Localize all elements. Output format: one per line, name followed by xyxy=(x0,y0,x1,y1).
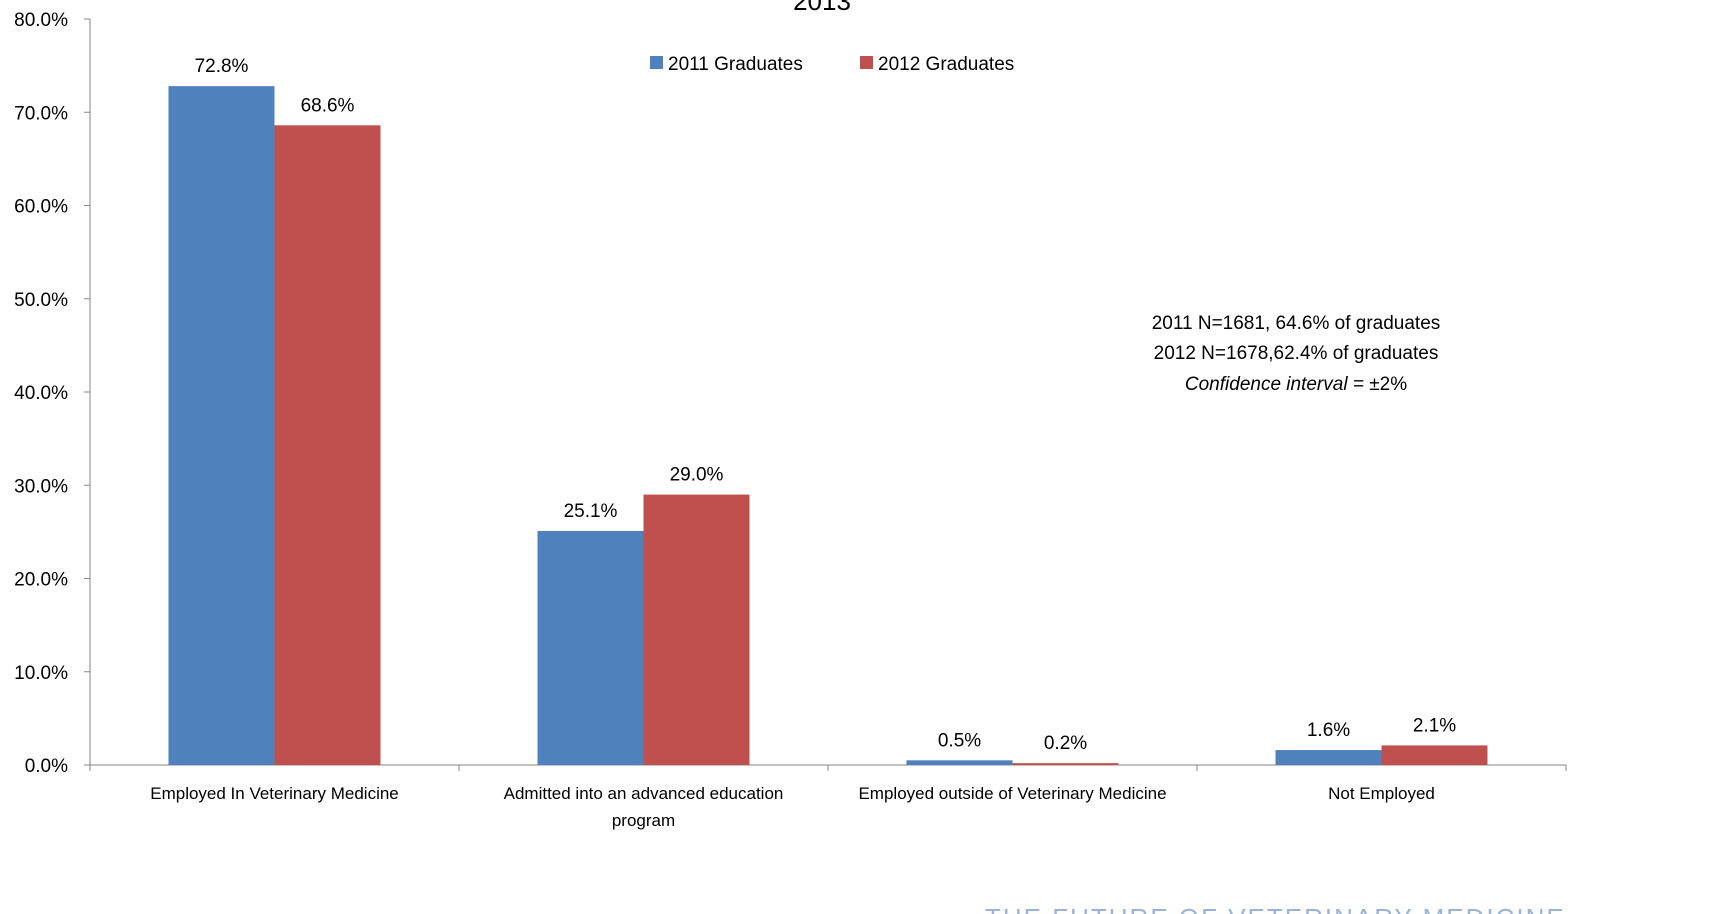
confidence-interval-value: ±2% xyxy=(1369,374,1407,395)
x-tick-label: Employed outside of Veterinary Medicine xyxy=(858,784,1166,803)
y-tick-label: 40.0% xyxy=(14,383,68,404)
confidence-interval-label: Confidence interval = xyxy=(1185,374,1369,395)
bar-2011-2 xyxy=(906,760,1013,765)
y-tick-label: 70.0% xyxy=(14,103,68,124)
x-tick-label-continuation: program xyxy=(612,811,675,830)
bars xyxy=(168,86,1488,766)
legend: 2011 Graduates 2012 Graduates xyxy=(650,54,1014,75)
data-label: 25.1% xyxy=(564,501,618,522)
data-label: 29.0% xyxy=(670,465,724,486)
legend-swatch-2011 xyxy=(650,56,663,69)
y-tick-label: 0.0% xyxy=(25,756,68,777)
legend-label-2012: 2012 Graduates xyxy=(878,54,1014,75)
y-tick-label: 50.0% xyxy=(14,290,68,311)
y-axis-ticks: 0.0% 10.0% 20.0% 30.0% 40.0% 50.0% 60.0% 70.0% 8… xyxy=(14,10,90,777)
y-tick-label: 30.0% xyxy=(14,476,68,497)
x-tick-label: Admitted into an advanced education xyxy=(504,784,784,803)
bar-2011-0 xyxy=(168,86,275,765)
data-labels: 72.8% 68.6% 25.1% 29.0% 0.5% 0.2% 1.6% 2.1% xyxy=(195,56,1457,754)
data-label: 1.6% xyxy=(1307,720,1350,741)
x-axis-labels: Employed In Veterinary Medicine Admitted … xyxy=(150,784,1435,830)
y-tick-label: 60.0% xyxy=(14,197,68,218)
y-tick-label: 10.0% xyxy=(14,663,68,684)
legend-label-2011: 2011 Graduates xyxy=(668,54,803,75)
y-tick-label: 20.0% xyxy=(14,570,68,591)
chart-title: 2013 xyxy=(793,0,851,16)
legend-swatch-2012 xyxy=(860,56,873,69)
bar-2011-3 xyxy=(1275,750,1382,765)
annotation-line-2: 2012 N=1678,62.4% of graduates xyxy=(1154,343,1439,364)
x-tick-label: Not Employed xyxy=(1328,784,1435,803)
data-label: 72.8% xyxy=(195,56,249,77)
y-tick-label: 80.0% xyxy=(14,10,68,31)
bar-2012-0 xyxy=(274,125,381,766)
footer-watermark: THE FUTURE OF VETERINARY MEDICINE xyxy=(985,903,1566,914)
annotation-line-1: 2011 N=1681, 64.6% of graduates xyxy=(1152,313,1441,334)
data-label: 68.6% xyxy=(301,95,355,116)
sample-annotation: 2011 N=1681, 64.6% of graduates 2012 N=1… xyxy=(1152,313,1441,395)
data-label: 0.5% xyxy=(938,730,981,751)
data-label: 0.2% xyxy=(1044,733,1087,754)
bar-2012-3 xyxy=(1381,745,1488,765)
bar-2012-2 xyxy=(1012,763,1119,765)
bar-2012-1 xyxy=(643,494,750,765)
data-label: 2.1% xyxy=(1413,715,1456,736)
bar-2011-1 xyxy=(537,530,644,765)
annotation-line-3: Confidence interval = ±2% xyxy=(1185,374,1407,395)
x-tick-label: Employed In Veterinary Medicine xyxy=(150,784,399,803)
